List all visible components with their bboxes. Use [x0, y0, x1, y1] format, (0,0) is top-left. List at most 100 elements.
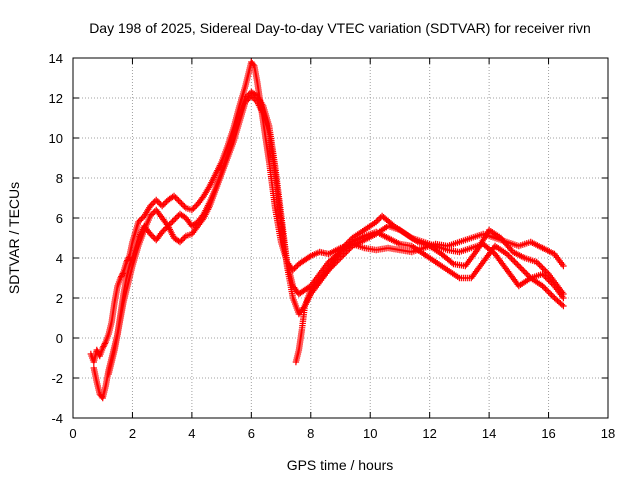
data-point — [509, 256, 517, 264]
data-point — [503, 250, 511, 258]
data-point — [155, 199, 163, 207]
data-series — [87, 58, 567, 402]
data-point — [539, 282, 546, 290]
data-point — [166, 221, 173, 228]
data-point — [329, 262, 337, 269]
data-point — [292, 263, 300, 271]
series-satellite-track-d — [292, 222, 567, 366]
y-axis-label: SDTVAR / TECUs — [6, 182, 22, 294]
data-point — [173, 213, 181, 221]
data-point — [160, 201, 167, 208]
data-point — [517, 264, 524, 271]
data-point — [99, 344, 106, 352]
data-point — [341, 250, 349, 257]
data-point — [372, 218, 380, 226]
y-tick-label: 14 — [49, 51, 63, 66]
data-point — [537, 263, 545, 270]
y-tick-label: 8 — [56, 171, 63, 186]
data-point — [448, 259, 456, 266]
data-point — [153, 196, 160, 204]
data-point — [243, 93, 251, 100]
data-point — [148, 211, 155, 218]
data-point — [328, 263, 335, 271]
data-point — [338, 253, 346, 260]
data-point — [147, 230, 154, 238]
data-point — [175, 197, 182, 204]
data-point — [176, 238, 184, 246]
data-point — [178, 200, 185, 207]
data-point — [172, 215, 179, 222]
data-point — [508, 255, 515, 262]
data-point — [558, 301, 566, 308]
data-point — [138, 215, 145, 223]
data-point — [549, 293, 557, 300]
data-point — [543, 287, 551, 294]
data-point — [181, 234, 188, 241]
data-point — [167, 219, 175, 227]
data-point — [164, 222, 172, 230]
data-point — [117, 274, 124, 282]
data-point — [136, 217, 144, 224]
data-point — [306, 253, 313, 261]
data-point — [343, 248, 350, 256]
y-tick-label: 2 — [56, 291, 63, 306]
x-tick-label: 8 — [307, 426, 314, 441]
data-point — [150, 233, 157, 241]
data-point — [337, 254, 344, 262]
data-point — [191, 203, 199, 211]
y-tick-label: 4 — [56, 251, 63, 266]
data-point — [170, 192, 178, 200]
y-tick-label: 12 — [49, 91, 63, 106]
data-point — [176, 198, 184, 206]
data-point — [291, 265, 298, 272]
data-point — [515, 262, 523, 270]
data-point — [160, 227, 167, 234]
data-point — [505, 252, 512, 259]
data-point — [101, 340, 109, 347]
data-point — [533, 258, 540, 266]
data-point — [135, 218, 142, 226]
data-point — [188, 206, 196, 214]
data-point — [536, 261, 543, 269]
x-tick-label: 6 — [248, 426, 255, 441]
data-point — [179, 235, 187, 243]
data-point — [245, 91, 252, 99]
data-point — [506, 253, 514, 261]
data-point — [148, 201, 155, 208]
data-point — [540, 266, 548, 273]
data-point — [344, 247, 352, 254]
data-point — [518, 265, 526, 273]
data-point — [118, 271, 126, 279]
data-point — [172, 194, 179, 201]
data-point — [332, 259, 340, 266]
data-point — [511, 258, 518, 265]
data-point — [539, 270, 546, 278]
data-point — [560, 262, 567, 270]
data-point — [250, 61, 257, 68]
y-tick-label: 10 — [49, 131, 63, 146]
data-point — [173, 195, 181, 203]
data-point — [546, 290, 554, 297]
data-point — [545, 288, 552, 296]
data-point — [540, 284, 548, 291]
data-point — [158, 228, 166, 236]
x-tick-label: 12 — [422, 426, 436, 441]
data-point — [178, 237, 185, 244]
data-point — [346, 245, 353, 253]
data-point — [190, 205, 197, 212]
data-point — [242, 94, 249, 102]
data-point — [560, 302, 567, 310]
y-tick-label: 6 — [56, 211, 63, 226]
data-point — [181, 203, 188, 210]
data-point — [335, 256, 343, 263]
data-point — [548, 291, 555, 299]
data-point — [542, 285, 549, 293]
data-point — [147, 202, 154, 210]
plot-frame — [72, 57, 609, 419]
data-point — [514, 261, 521, 268]
data-point — [118, 273, 125, 280]
data-point — [169, 218, 176, 225]
x-tick-label: 0 — [69, 426, 76, 441]
data-point — [543, 275, 551, 282]
